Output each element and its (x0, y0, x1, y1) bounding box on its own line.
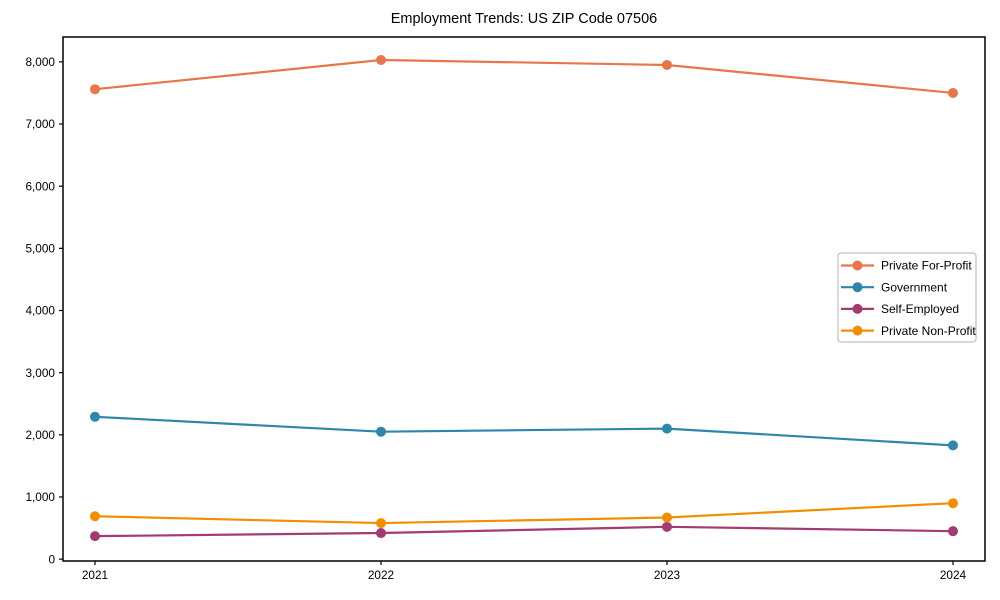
legend-label-private-for-profit: Private For-Profit (881, 259, 972, 273)
series-line-self-employed (94, 525, 954, 538)
legend: Private For-Profit Government Self-Employe… (837, 252, 977, 343)
legend-label-government: Government (881, 280, 948, 294)
data-point-private-non-profit-2022 (376, 518, 386, 529)
plot-area: 0 1,000 2,000 3,000 4,000 5,000 6,000 7,000 8,00… (25, 36, 986, 582)
y-axis-tick-label: 3,000 (25, 366, 55, 380)
y-axis-tick-label: 8,000 (25, 55, 55, 69)
x-axis-tick-label: 2023 (654, 568, 681, 582)
data-point-self-employed-2023 (662, 521, 672, 532)
data-point-private-for-profit-2024 (948, 87, 958, 98)
y-axis-tick-label: 1,000 (25, 490, 55, 504)
data-point-government-2023 (662, 423, 672, 434)
data-point-self-employed-2024 (948, 526, 958, 537)
x-axis-tick-label: 2021 (82, 568, 108, 582)
legend-box (837, 252, 977, 343)
legend-entry-private-for-profit: Private For-Profit (841, 259, 972, 273)
y-axis-tick-label: 7,000 (25, 117, 55, 131)
legend-swatch-marker-private-non-profit (852, 325, 863, 336)
data-point-private-for-profit-2021 (90, 84, 100, 95)
x-axis-tick-label: 2022 (368, 568, 394, 582)
legend-entry-self-employed: Self-Employed (841, 302, 959, 316)
data-point-self-employed-2021 (90, 531, 100, 542)
y-axis-tick-label: 5,000 (25, 242, 55, 256)
y-axis-tick-label: 0 (48, 552, 55, 566)
legend-label-private-non-profit: Private Non-Profit (881, 324, 976, 338)
data-point-government-2021 (90, 411, 100, 422)
data-point-government-2024 (948, 440, 958, 451)
chart-title: Employment Trends: US ZIP Code 07506 (391, 11, 658, 27)
y-axis-tick-label: 6,000 (25, 179, 55, 193)
axes-frame (62, 36, 986, 562)
data-point-private-non-profit-2023 (662, 512, 672, 523)
data-point-private-non-profit-2024 (948, 498, 958, 509)
legend-swatch-marker-government (852, 282, 863, 293)
data-point-self-employed-2022 (376, 528, 386, 539)
y-axis-tick-label: 4,000 (25, 304, 55, 318)
legend-entry-government: Government (841, 280, 948, 294)
data-point-private-for-profit-2023 (662, 59, 672, 70)
series-line-private-non-profit (94, 502, 954, 525)
x-axis-tick-label: 2024 (940, 568, 967, 582)
y-axis-tick-label: 2,000 (25, 428, 55, 442)
data-point-private-for-profit-2022 (376, 54, 386, 65)
data-point-government-2022 (376, 426, 386, 437)
data-point-private-non-profit-2021 (90, 511, 100, 522)
legend-label-self-employed: Self-Employed (881, 302, 959, 316)
series-line-private-for-profit (94, 58, 954, 95)
series-line-government (94, 415, 954, 447)
legend-entry-private-non-profit: Private Non-Profit (841, 324, 976, 338)
legend-swatch-marker-private-for-profit (852, 260, 863, 271)
legend-swatch-marker-self-employed (852, 303, 863, 314)
